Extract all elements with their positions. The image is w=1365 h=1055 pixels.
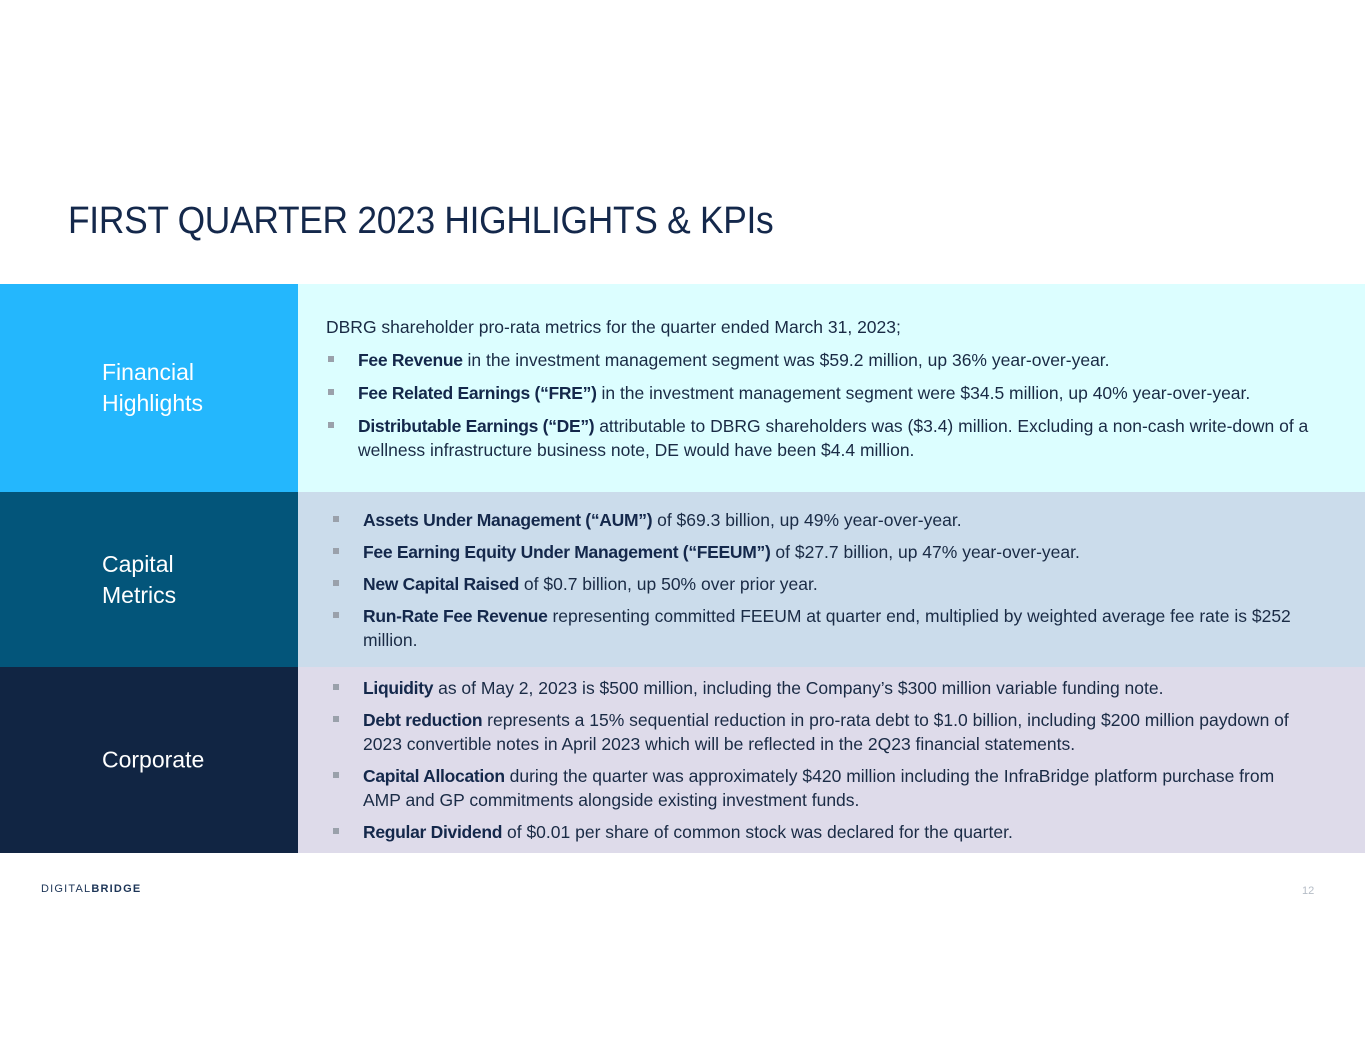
bullet-term: Assets Under Management (“AUM”)	[363, 510, 653, 530]
bullet-text: attributable to DBRG shareholders was ($…	[358, 416, 1309, 460]
bullet-item: Fee Related Earnings (“FRE”) in the inve…	[328, 381, 1365, 405]
bullet-text: of $27.7 billion, up 47% year-over-year.	[770, 542, 1080, 562]
bullet-square-icon	[333, 548, 339, 554]
bullet-text: during the quarter was approximately $42…	[363, 766, 1275, 810]
section-label: Corporate	[102, 746, 205, 773]
bullet-text: represents a 15% sequential reduction in…	[363, 710, 1289, 754]
bullet-text: as of May 2, 2023 is $500 million, inclu…	[433, 678, 1164, 698]
bullet-item: Capital Allocation during the quarter wa…	[333, 764, 1303, 812]
capital-metrics-content: Assets Under Management (“AUM”) of $69.3…	[298, 492, 1365, 667]
bullet-text: in the investment management segment was…	[462, 350, 1110, 370]
bullet-text: of $0.01 per share of common stock was d…	[502, 822, 1013, 842]
bullet-item: Liquidity as of May 2, 2023 is $500 mill…	[333, 676, 1303, 700]
logo-text-digital: DIGITAL	[41, 883, 92, 895]
capital-metrics-label-cell: Capital Metrics	[0, 492, 298, 667]
bullet-list: Fee Revenue in the investment management…	[328, 348, 1365, 471]
bullet-square-icon	[328, 389, 334, 395]
bullet-term: Fee Earning Equity Under Management (“FE…	[363, 542, 771, 562]
bullet-square-icon	[333, 580, 339, 586]
bullet-term: New Capital Raised	[363, 574, 520, 594]
logo-text-bridge: BRIDGE	[91, 883, 142, 895]
bullet-square-icon	[328, 422, 334, 428]
bullet-square-icon	[333, 612, 339, 618]
digitalbridge-logo: DIGITALBRIDGE	[41, 883, 141, 895]
bullet-item: Distributable Earnings (“DE”) attributab…	[328, 414, 1365, 462]
bullet-term: Fee Revenue	[358, 350, 463, 370]
bullet-text: of $69.3 billion, up 49% year-over-year.	[652, 510, 962, 530]
bullet-square-icon	[333, 828, 339, 834]
section-label: Capital Metrics	[102, 550, 177, 608]
bullet-text: representing committed FEEUM at quarter …	[363, 606, 1291, 650]
bullet-term: Run-Rate Fee Revenue	[363, 606, 548, 626]
bullet-item: Fee Revenue in the investment management…	[328, 348, 1365, 372]
intro-text: DBRG shareholder pro-rata metrics for th…	[326, 317, 901, 337]
page-title: FIRST QUARTER 2023 HIGHLIGHTS & KPIs	[68, 200, 774, 242]
bullet-square-icon	[333, 684, 339, 690]
bullet-item: Debt reduction represents a 15% sequenti…	[333, 708, 1303, 756]
bullet-square-icon	[333, 516, 339, 522]
financial-highlights-content: DBRG shareholder pro-rata metrics for th…	[298, 284, 1365, 492]
bullet-item: Regular Dividend of $0.01 per share of c…	[333, 820, 1303, 844]
bullet-item: Fee Earning Equity Under Management (“FE…	[333, 540, 1303, 564]
bullet-item: Assets Under Management (“AUM”) of $69.3…	[333, 508, 1303, 532]
financial-highlights-section: Financial Highlights DBRG shareholder pr…	[0, 284, 1365, 492]
financial-highlights-label-cell: Financial Highlights	[0, 284, 298, 492]
bullet-item: New Capital Raised of $0.7 billion, up 5…	[333, 572, 1303, 596]
bullet-square-icon	[328, 356, 334, 362]
bullet-text: of $0.7 billion, up 50% over prior year.	[519, 574, 818, 594]
bullet-term: Capital Allocation	[363, 766, 505, 786]
bullet-term: Liquidity	[363, 678, 434, 698]
corporate-section: Corporate Liquidity as of May 2, 2023 is…	[0, 667, 1365, 853]
bullet-square-icon	[333, 772, 339, 778]
bullet-item: Run-Rate Fee Revenue representing commit…	[333, 604, 1303, 652]
bullet-term: Regular Dividend	[363, 822, 503, 842]
corporate-label-cell: Corporate	[0, 667, 298, 853]
bullet-square-icon	[333, 716, 339, 722]
capital-metrics-section: Capital Metrics Assets Under Management …	[0, 492, 1365, 667]
corporate-content: Liquidity as of May 2, 2023 is $500 mill…	[298, 667, 1365, 853]
bullet-list: Liquidity as of May 2, 2023 is $500 mill…	[333, 676, 1303, 852]
page-number: 12	[1302, 885, 1315, 897]
section-label: Financial Highlights	[102, 359, 203, 416]
bullet-list: Assets Under Management (“AUM”) of $69.3…	[333, 508, 1303, 660]
bullet-term: Distributable Earnings (“DE”)	[358, 416, 595, 436]
bullet-term: Debt reduction	[363, 710, 483, 730]
bullet-term: Fee Related Earnings (“FRE”)	[358, 383, 597, 403]
bullet-text: in the investment management segment wer…	[596, 383, 1251, 403]
